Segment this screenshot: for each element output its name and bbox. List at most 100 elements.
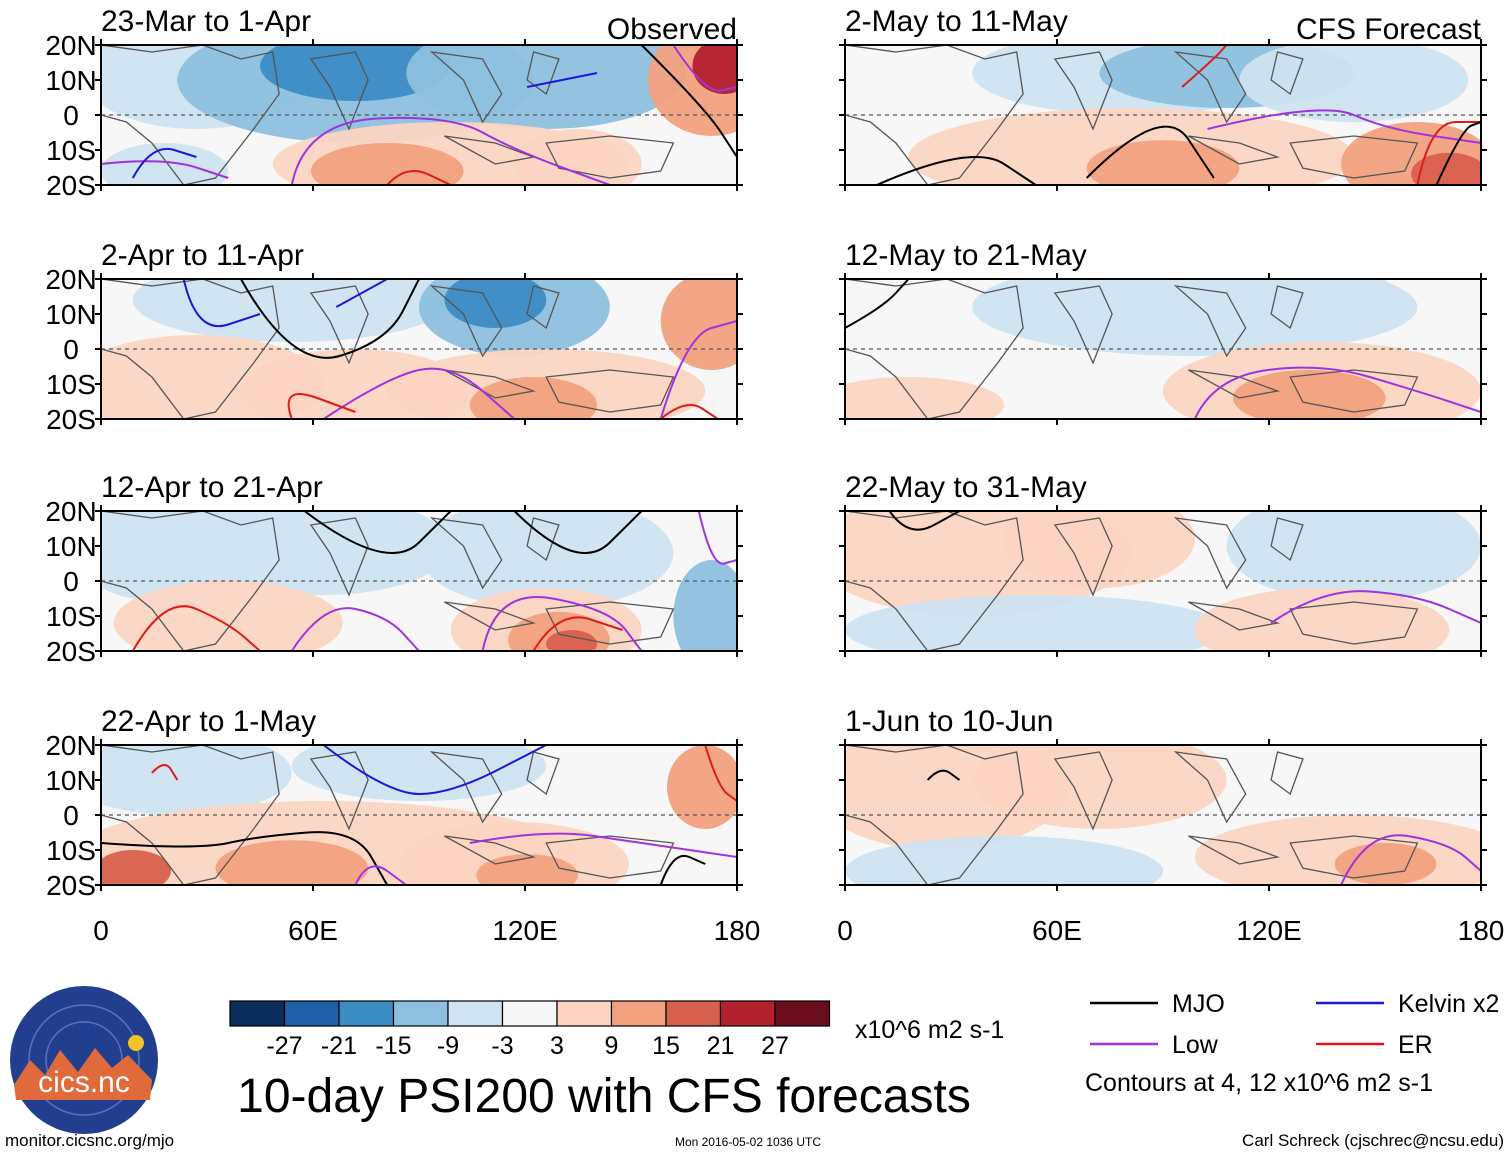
anomaly-shading — [546, 630, 598, 651]
map-panel-8: 1-Jun to 10-Jun — [839, 705, 1487, 891]
legend: MJO Kelvin x2 Low ER Contours at 4, 12 x10^6… — [1085, 990, 1499, 1097]
colorbar-tick-label: -3 — [491, 1032, 513, 1060]
coastline — [1053, 51, 1113, 131]
coastline — [545, 601, 675, 645]
coastline — [1289, 601, 1419, 645]
contour-low — [659, 320, 737, 419]
y-tick-label: 10S — [46, 601, 96, 632]
anomaly-shading — [1086, 140, 1240, 185]
panel-title: 12-Apr to 21-Apr — [101, 471, 323, 504]
anomaly-shading — [845, 836, 1163, 885]
panel-title: 23-Mar to 1-Apr — [101, 5, 311, 38]
colorbar-tick-label: -15 — [375, 1032, 411, 1060]
coastline — [309, 285, 369, 365]
coastline — [1188, 601, 1280, 631]
contour-er — [1181, 45, 1228, 88]
contour-mjo — [101, 831, 389, 885]
x-tick-label: 60E — [288, 915, 338, 946]
y-tick-label: 10S — [46, 369, 96, 400]
map-panel-2: 20N 10N 0 10S 20S 2-Apr to 11-Apr — [45, 239, 743, 435]
contour-er — [386, 170, 452, 185]
colorbar-tick-label: 9 — [605, 1032, 619, 1060]
coastline — [1188, 369, 1280, 399]
contour-mjo — [1435, 121, 1481, 185]
y-tick-label: 20S — [46, 870, 96, 901]
colorbar-tick-label: -21 — [321, 1032, 357, 1060]
contour-mjo — [1085, 125, 1215, 179]
contour-low — [1340, 834, 1481, 885]
y-tick-label: 20S — [46, 636, 96, 667]
colorbar-tick-label: 3 — [550, 1032, 564, 1060]
contour-er — [532, 616, 623, 651]
colorbar-swatch — [229, 1000, 286, 1027]
panel-title: 12-May to 21-May — [845, 239, 1087, 272]
column-label: CFS Forecast — [1296, 13, 1482, 46]
colorbar-swatch — [774, 1000, 831, 1027]
coastline — [845, 45, 1024, 185]
contour-mjo — [640, 45, 737, 158]
panel-title: 22-Apr to 1-May — [101, 705, 316, 738]
coastline — [1173, 285, 1247, 358]
logo-mountains — [14, 1048, 152, 1100]
contour-low — [323, 367, 516, 419]
contour-kel — [335, 279, 388, 308]
legend-label: Kelvin x2 — [1398, 990, 1499, 1018]
x-tick-label: 0 — [93, 915, 109, 946]
y-tick-label: 20N — [45, 264, 96, 295]
contour-mjo — [513, 511, 643, 554]
contour-kel — [131, 147, 197, 179]
coastline — [1270, 751, 1304, 796]
anomaly-shading — [310, 143, 464, 185]
contour-low — [1207, 109, 1481, 144]
footer-timestamp: Mon 2016-05-02 1036 UTC — [675, 1135, 821, 1149]
coastline — [1289, 135, 1419, 179]
contour-low — [481, 596, 643, 651]
y-tick-label: 20N — [45, 730, 96, 761]
coastline — [1289, 835, 1419, 879]
y-tick-label: 20N — [45, 30, 96, 61]
contour-er — [151, 764, 179, 781]
panel-title: 2-May to 11-May — [845, 5, 1068, 38]
coastline — [101, 279, 280, 419]
cics-logo: cics.nc — [10, 986, 158, 1134]
anomaly-shading — [291, 745, 547, 801]
anomaly-shading — [660, 279, 737, 370]
coastline — [526, 751, 560, 796]
coastline — [309, 51, 369, 131]
coastline — [1173, 751, 1247, 824]
anomaly-shading — [215, 840, 369, 885]
coastline — [429, 51, 503, 124]
coastline — [101, 45, 280, 185]
coastline — [545, 835, 675, 879]
colorbar-swatch — [556, 1000, 613, 1027]
anomaly-shading — [692, 45, 737, 94]
y-tick-label: 10S — [46, 835, 96, 866]
coastline — [1173, 51, 1247, 124]
colorbar-swatch — [447, 1000, 504, 1027]
legend-label: Low — [1172, 1031, 1219, 1059]
colorbar-tick-label: 27 — [761, 1032, 789, 1060]
anomaly-shading — [845, 377, 1004, 419]
x-tick-label: 120E — [1236, 915, 1301, 946]
contour-low — [697, 511, 737, 565]
map-panel-7: 22-May to 31-May — [839, 471, 1487, 657]
coastline — [845, 511, 1024, 651]
contour-er — [1416, 121, 1481, 185]
coastline — [1270, 285, 1304, 330]
colorbar-swatch — [338, 1000, 395, 1027]
contour-mjo — [888, 511, 960, 531]
contour-mjo — [659, 854, 706, 885]
anomaly-shading — [1232, 370, 1386, 419]
coastline — [429, 517, 503, 590]
coastline — [1173, 517, 1247, 590]
coastline — [1053, 285, 1113, 365]
contour-kel — [322, 745, 547, 796]
coastline — [1188, 835, 1280, 865]
colorbar-swatch — [665, 1000, 722, 1027]
coastline — [1053, 751, 1113, 831]
coastline — [444, 601, 536, 631]
contour-er — [660, 404, 719, 419]
colorbar-swatch — [501, 1000, 558, 1027]
contour-er — [704, 745, 737, 802]
